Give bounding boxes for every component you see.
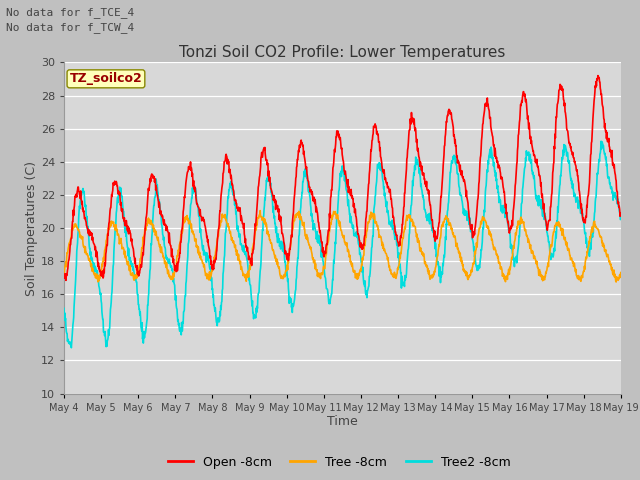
Text: No data for f_TCE_4: No data for f_TCE_4 (6, 7, 134, 18)
Legend: Open -8cm, Tree -8cm, Tree2 -8cm: Open -8cm, Tree -8cm, Tree2 -8cm (163, 451, 516, 474)
Text: No data for f_TCW_4: No data for f_TCW_4 (6, 22, 134, 33)
X-axis label: Time: Time (327, 415, 358, 429)
Y-axis label: Soil Temperatures (C): Soil Temperatures (C) (25, 160, 38, 296)
Title: Tonzi Soil CO2 Profile: Lower Temperatures: Tonzi Soil CO2 Profile: Lower Temperatur… (179, 45, 506, 60)
Text: TZ_soilco2: TZ_soilco2 (70, 72, 142, 85)
